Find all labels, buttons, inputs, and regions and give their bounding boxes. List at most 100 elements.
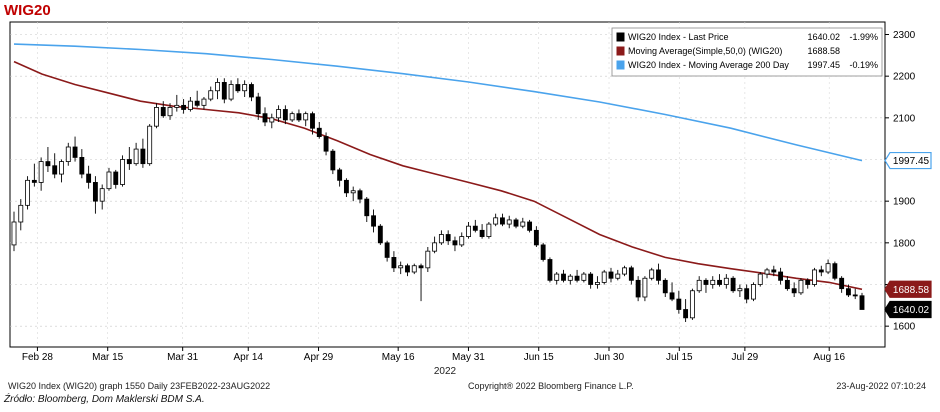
candle-body-down	[778, 271, 784, 281]
candle-body-up	[486, 223, 492, 237]
x-tick-label: Jun 15	[524, 352, 554, 363]
candle-body-up	[601, 271, 607, 283]
candle-body-down	[805, 279, 811, 285]
candle	[656, 263, 661, 285]
candle	[11, 211, 17, 252]
candle-body-up	[581, 273, 587, 281]
ma200-line	[13, 43, 863, 162]
candle-body-up	[466, 225, 471, 237]
candle-body-down	[296, 113, 302, 121]
candle	[262, 107, 268, 127]
candle	[235, 78, 241, 93]
candle-body-up	[11, 221, 17, 246]
candle-body-up	[120, 159, 125, 185]
candle-body-down	[533, 229, 539, 246]
candle	[269, 113, 275, 129]
candle-body-up	[622, 267, 627, 275]
candle	[479, 224, 485, 239]
candle-body-down	[181, 104, 187, 110]
candle-body-up	[106, 171, 112, 190]
candle	[215, 78, 220, 100]
candle	[676, 290, 682, 314]
legend-label: Moving Average(Simple,50,0) (WIG20)	[628, 46, 782, 56]
candle	[411, 263, 417, 275]
candle-body-up	[398, 265, 404, 269]
last-value-tag-label: 1640.02	[893, 305, 930, 316]
candle-body-down	[832, 263, 838, 279]
candle	[425, 247, 431, 272]
candle-body-up	[38, 161, 44, 183]
candle-body-up	[764, 269, 770, 275]
candle	[242, 80, 248, 97]
candle-body-up	[208, 90, 214, 100]
candle-body-up	[18, 204, 24, 223]
candle	[717, 274, 722, 287]
candle	[452, 236, 458, 252]
candle	[533, 226, 539, 247]
candle	[757, 272, 763, 287]
candle	[859, 292, 865, 310]
candle-body-down	[656, 269, 661, 281]
y-tick-label: 2100	[893, 113, 916, 124]
candle-body-down	[547, 259, 553, 281]
candle-body-down	[316, 127, 322, 137]
candle	[567, 274, 573, 285]
x-tick-label: Mar 31	[167, 352, 199, 363]
candle-body-down	[608, 271, 614, 279]
candle-body-down	[330, 150, 336, 171]
candle	[86, 165, 92, 189]
candle-body-up	[812, 269, 817, 285]
candle-body-down	[852, 294, 858, 297]
candle	[472, 219, 478, 233]
candle	[133, 142, 139, 166]
candle-body-down	[784, 279, 790, 290]
candle-body-down	[676, 298, 682, 310]
candle-body-down	[662, 279, 668, 294]
candle-body-up	[506, 219, 512, 225]
candle-body-down	[628, 267, 634, 281]
candle	[31, 163, 37, 187]
candle	[194, 90, 200, 108]
candle	[113, 169, 119, 189]
candle-body-down	[479, 229, 485, 237]
candle	[25, 176, 31, 210]
candle-body-up	[201, 98, 207, 106]
legend-label: WIG20 Index - Moving Average 200 Day	[628, 60, 789, 70]
candle	[588, 272, 594, 289]
candle	[445, 230, 451, 245]
x-tick-label: Apr 14	[234, 352, 264, 363]
last-value-tag-label: 1997.45	[893, 156, 930, 167]
candle	[18, 199, 24, 231]
candle-body-up	[350, 190, 356, 194]
candle	[703, 278, 709, 293]
candle	[805, 278, 811, 289]
candle-body-up	[459, 236, 465, 246]
candle	[581, 272, 587, 283]
candle-body-down	[140, 148, 146, 165]
candle-body-down	[771, 269, 777, 273]
candle	[160, 101, 166, 118]
candle	[601, 269, 607, 285]
x-tick-label: May 31	[452, 352, 485, 363]
footer-left: WIG20 Index (WIG20) graph 1550 Daily 23F…	[8, 381, 271, 391]
candle	[561, 269, 566, 283]
candle	[662, 278, 668, 297]
x-tick-label: Jun 30	[594, 352, 624, 363]
candle	[839, 276, 845, 293]
y-tick-label: 1600	[893, 322, 916, 333]
candle	[337, 167, 343, 187]
candle-body-up	[689, 290, 695, 319]
candle-body-down	[500, 217, 505, 225]
candle	[852, 288, 858, 300]
candle	[622, 265, 627, 277]
candle	[438, 230, 444, 245]
candle-body-down	[377, 225, 383, 244]
candle	[99, 184, 105, 210]
candle	[45, 147, 51, 172]
candle	[554, 272, 560, 285]
candle	[642, 276, 648, 302]
candle	[38, 157, 44, 191]
candle	[330, 149, 336, 175]
candle	[710, 276, 716, 289]
candle-body-up	[65, 146, 71, 162]
